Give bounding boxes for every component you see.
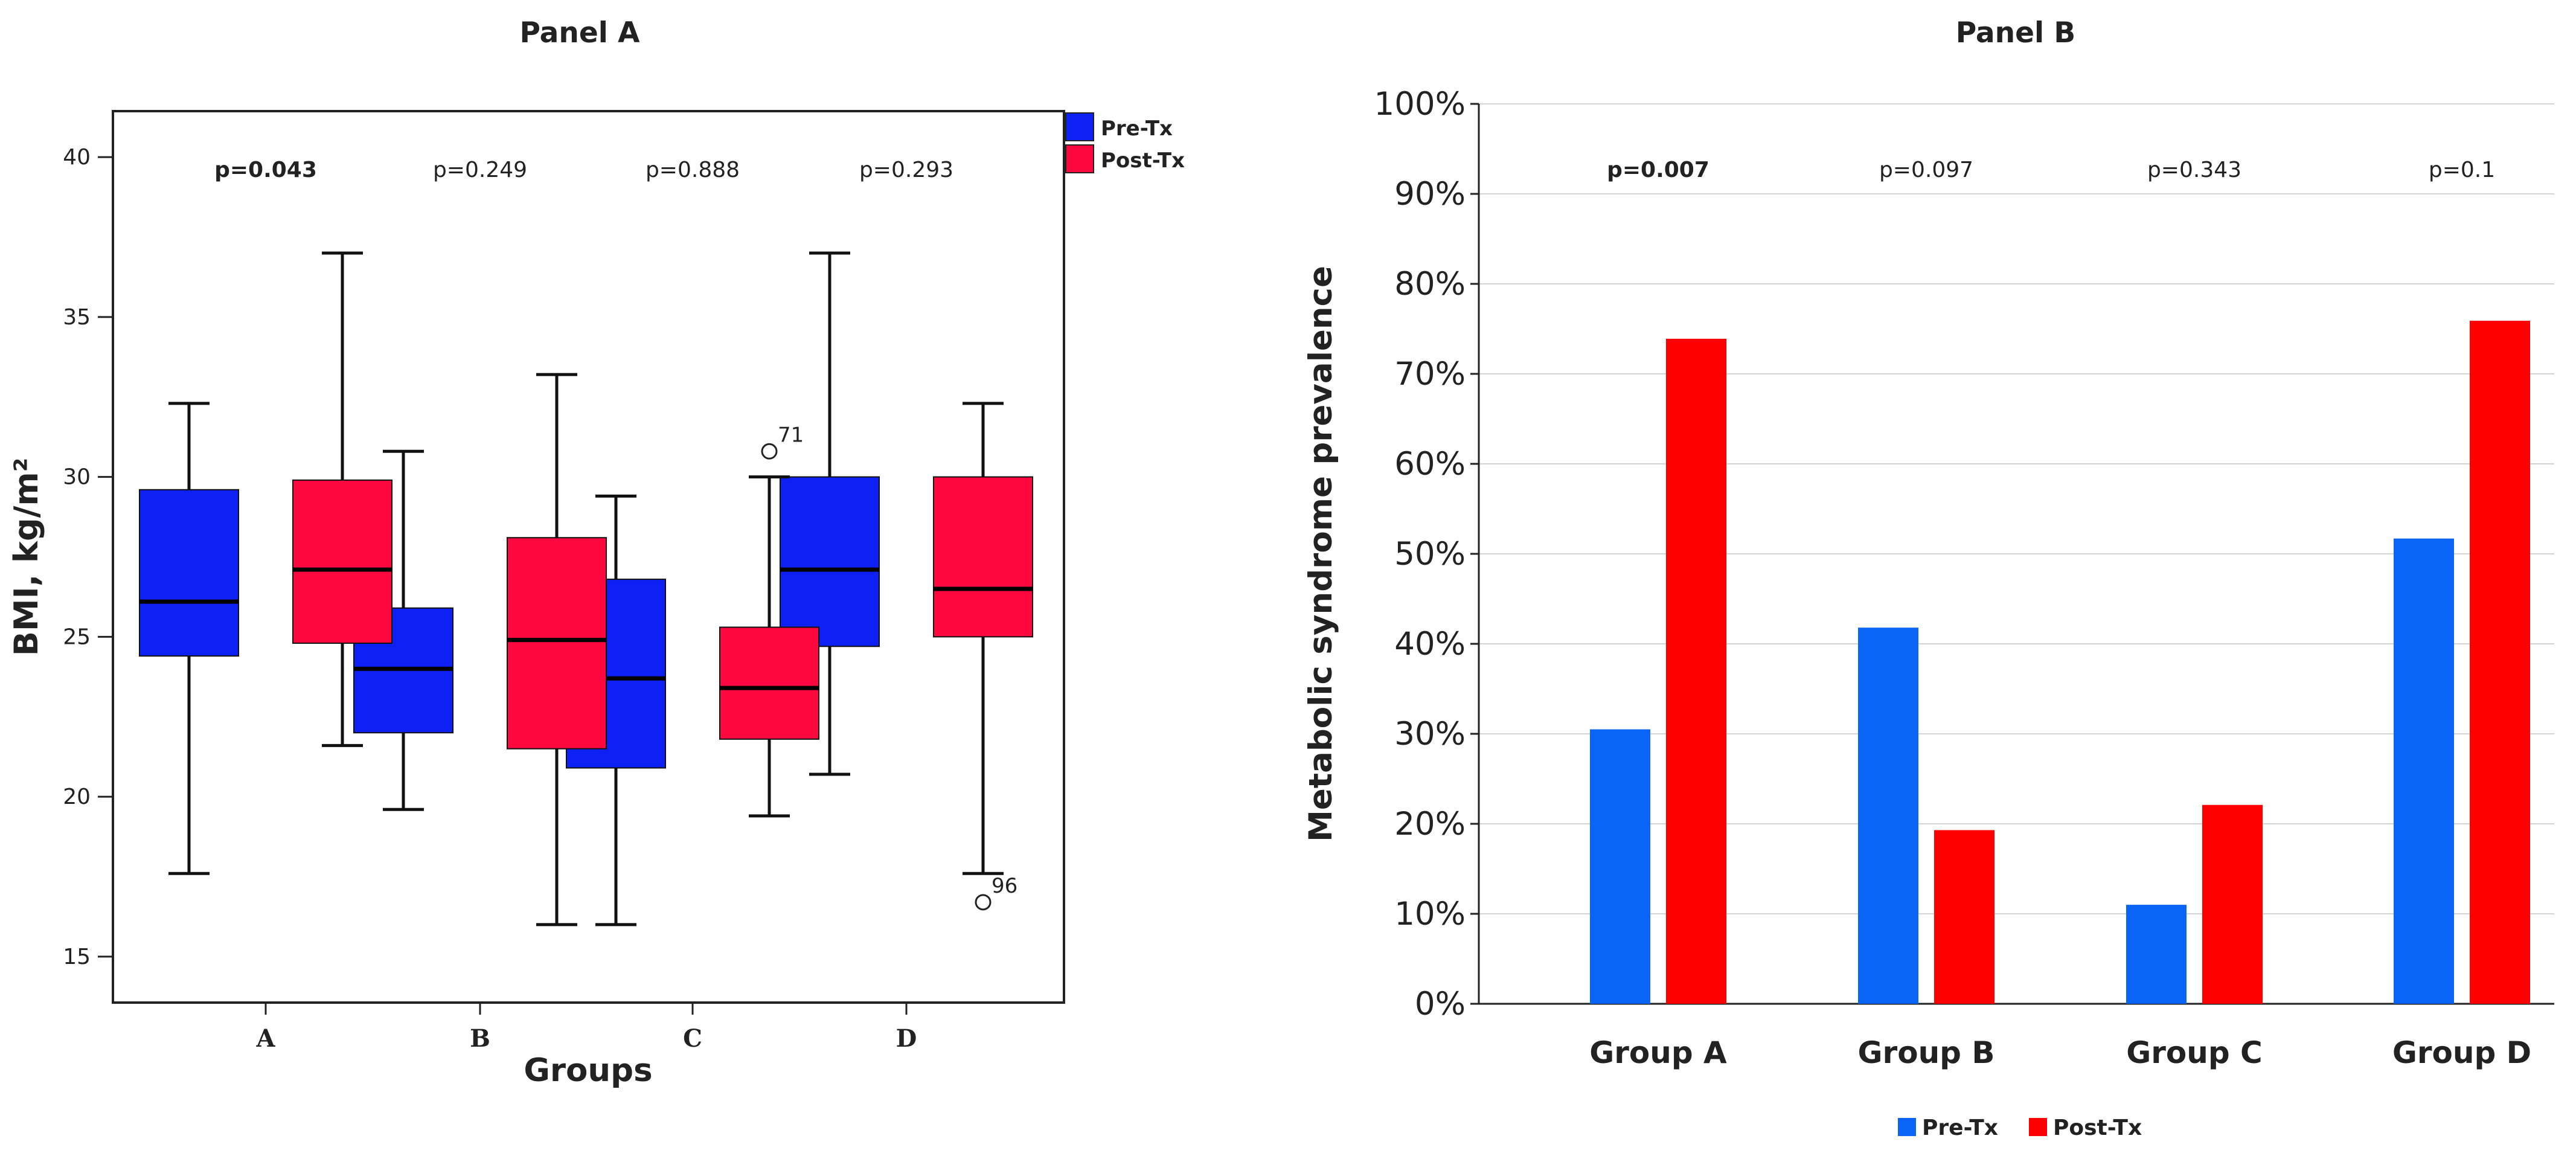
panel-b-x-tick-label: Group C xyxy=(2126,1035,2263,1070)
panel-b-y-tick-label: 20% xyxy=(1394,806,1466,843)
panel-b-x-tick-label: Group A xyxy=(1589,1035,1727,1070)
bar-pre-tx-group-b xyxy=(1858,628,1918,1004)
bar-post-tx-group-d xyxy=(2470,321,2530,1004)
legend-swatch-post-tx xyxy=(1065,144,1094,173)
bar-post-tx-group-b xyxy=(1934,830,1994,1004)
panel-b: Panel B 0% 10% 20% 30% 40% 50% 60% 70% 80% 90% 100… xyxy=(1302,16,2554,1140)
panel-b-p-value: p=0.007 xyxy=(1607,158,1709,182)
panel-a-y-tick-label: 30 xyxy=(63,465,91,490)
box-post-tx-a xyxy=(292,251,392,747)
panel-a-y-tick-label: 15 xyxy=(63,945,91,969)
panel-b-y-tick-label: 60% xyxy=(1394,446,1466,483)
panel-a-p-value: p=0.888 xyxy=(646,158,740,182)
panel-a-legend: Pre-Tx Post-Tx xyxy=(1065,112,1185,173)
legend-b-swatch-pre-tx xyxy=(1898,1118,1916,1136)
box-post-tx-b xyxy=(507,373,607,926)
panel-b-p-value: p=0.343 xyxy=(2147,158,2241,182)
bar-post-tx-group-c xyxy=(2202,804,2263,1004)
panel-a-y-tick-label: 25 xyxy=(63,625,91,649)
panel-b-y-tick-label: 90% xyxy=(1394,176,1466,213)
legend-swatch-pre-tx xyxy=(1065,112,1094,141)
panel-b-p-value: p=0.097 xyxy=(1879,158,1973,182)
bar-post-tx-group-a xyxy=(1666,338,1726,1004)
panel-b-p-values: p=0.007 p=0.097 p=0.343 p=0.1 xyxy=(1607,158,2495,182)
box-pre-tx-d xyxy=(780,251,880,776)
panel-b-y-tick-label: 70% xyxy=(1394,356,1466,393)
legend-b-label-post-tx: Post-Tx xyxy=(2053,1116,2142,1140)
panel-b-y-tick-label: 100% xyxy=(1374,86,1466,123)
panel-a-p-value: p=0.249 xyxy=(433,158,527,182)
box-iqr xyxy=(933,476,1033,638)
outlier-point xyxy=(975,894,992,911)
box-iqr xyxy=(507,537,607,750)
legend-b-label-pre-tx: Pre-Tx xyxy=(1922,1116,1998,1140)
panel-b-x-tick-label: Group B xyxy=(1858,1035,1995,1070)
panel-a-outliers: 71 96 xyxy=(761,423,1017,911)
panel-b-y-tick-label: 0% xyxy=(1415,986,1466,1023)
legend-b-swatch-post-tx xyxy=(2029,1118,2047,1136)
panel-b-y-axis-label: Metabolic syndrome prevalence xyxy=(1302,266,1339,842)
box-post-tx-d xyxy=(933,402,1033,875)
panel-a-y-axis-label: BMI, kg/m² xyxy=(7,458,45,657)
panel-b-x-tick-label: Group D xyxy=(2392,1035,2531,1070)
panel-b-gridlines xyxy=(1479,103,2554,914)
panel-a-boxes xyxy=(139,251,1033,926)
box-iqr xyxy=(292,479,392,644)
panel-b-y-tick-label: 50% xyxy=(1394,536,1466,573)
panel-b-y-tick-label: 80% xyxy=(1394,266,1466,303)
outlier-label: 96 xyxy=(992,874,1017,898)
panel-a-x-axis-label: Groups xyxy=(524,1052,652,1089)
panel-a-p-value: p=0.043 xyxy=(214,158,317,182)
panel-a-p-values: p=0.043 p=0.249 p=0.888 p=0.293 xyxy=(214,158,953,182)
panel-b-p-value: p=0.1 xyxy=(2429,158,2495,182)
panel-a-x-axis: A B C D xyxy=(255,1003,917,1053)
panel-a-x-tick-label: A xyxy=(255,1024,275,1053)
panel-b-legend: Pre-Tx Post-Tx xyxy=(1898,1116,2142,1140)
panel-b-title: Panel B xyxy=(1956,16,2076,50)
panel-a-y-tick-label: 40 xyxy=(63,145,91,170)
box-iqr xyxy=(719,626,819,740)
panel-a: Panel A 15 20 25 30 35 40 A B C D p=0.043 p=0.249… xyxy=(7,16,1185,1089)
panel-a-title: Panel A xyxy=(519,16,640,50)
panel-a-x-tick-label: D xyxy=(896,1024,917,1053)
panel-b-y-tick-label: 40% xyxy=(1394,626,1466,663)
panel-b-bars xyxy=(1590,321,2530,1004)
outlier-point xyxy=(761,443,778,460)
panel-a-x-tick-label: C xyxy=(683,1024,702,1053)
bar-pre-tx-group-a xyxy=(1590,729,1650,1004)
panel-a-y-tick-label: 20 xyxy=(63,785,91,809)
outlier-label: 71 xyxy=(778,423,804,447)
panel-b-y-axis: 0% 10% 20% 30% 40% 50% 60% 70% 80% 90% 100% xyxy=(1374,86,1479,1023)
panel-a-p-value: p=0.293 xyxy=(859,158,953,182)
panel-a-y-axis: 15 20 25 30 35 40 xyxy=(63,145,113,969)
panel-a-y-tick-label: 35 xyxy=(63,305,91,330)
box-iqr xyxy=(139,489,239,657)
bar-pre-tx-group-c xyxy=(2126,905,2187,1004)
legend-label-post-tx: Post-Tx xyxy=(1101,149,1185,173)
bar-pre-tx-group-d xyxy=(2394,538,2454,1004)
legend-label-pre-tx: Pre-Tx xyxy=(1101,117,1173,141)
box-post-tx-c xyxy=(719,475,819,818)
panel-b-y-tick-label: 30% xyxy=(1394,716,1466,753)
panel-a-x-tick-label: B xyxy=(470,1024,490,1053)
box-pre-tx-a xyxy=(139,402,239,875)
panel-b-x-axis: Group A Group B Group C Group D xyxy=(1589,1035,2531,1070)
box-iqr xyxy=(780,476,880,647)
panel-b-y-tick-label: 10% xyxy=(1394,896,1466,933)
